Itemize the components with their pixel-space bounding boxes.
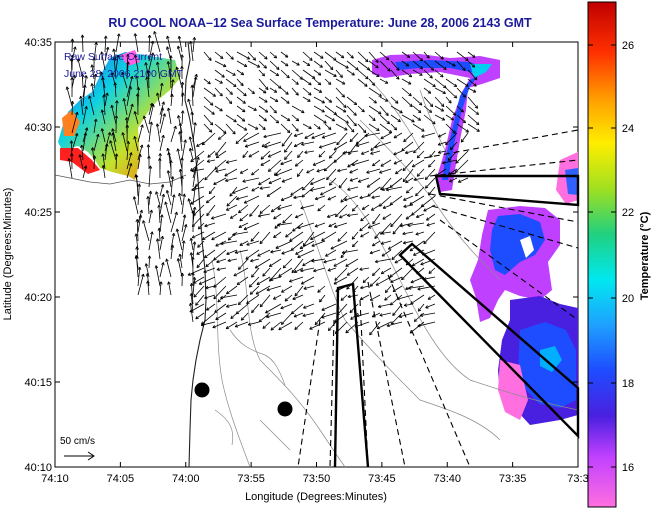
station-marker	[194, 382, 210, 398]
scale-label: 50 cm/s	[60, 436, 95, 447]
y-tick-label: 40:10	[24, 462, 52, 474]
x-tick-label: 73:45	[368, 473, 396, 485]
colorbar: 26 24 22 20 18 16 Temperature (°C)	[587, 1, 651, 508]
radar-footprint-polygons	[333, 174, 580, 468]
inset-label-current: Raw Surface Current	[64, 51, 162, 63]
x-tick-label: 73:40	[433, 473, 461, 485]
station-marker	[277, 401, 293, 417]
x-axis-label: Longitude (Degrees:Minutes)	[245, 491, 387, 503]
current-vector-field	[65, 31, 480, 336]
dashed-sector-lines	[297, 129, 579, 468]
y-axis-label: Latitude (Degrees:Minutes)	[2, 188, 14, 321]
x-tick-label: 73:3	[567, 473, 588, 485]
colorbar-tick-label: 26	[622, 40, 634, 52]
colorbar-tick-label: 16	[622, 462, 634, 474]
y-tick-label: 40:35	[24, 37, 52, 49]
y-tick-label: 40:15	[24, 377, 52, 389]
x-tick-label: 74:10	[41, 473, 69, 485]
colorbar-tick-label: 20	[622, 293, 634, 305]
colorbar-tick-label: 18	[622, 378, 634, 390]
y-tick-label: 40:30	[24, 122, 52, 134]
scale-arrow: 50 cm/s	[60, 436, 95, 461]
colorbar-tick-label: 24	[622, 123, 634, 135]
y-axis-ticks: 40:35 40:30 40:25 40:20 40:15 40:10	[24, 37, 578, 474]
bathymetry-contours	[211, 79, 579, 468]
x-tick-label: 73:50	[303, 473, 331, 485]
x-tick-label: 74:00	[172, 473, 200, 485]
sst-patch-west	[58, 50, 180, 180]
map-area: Raw Surface Current June 28, 2006 2100 G…	[54, 31, 580, 468]
inset-label-date: June 28, 2006 2100 GMT	[64, 68, 184, 80]
x-tick-label: 74:05	[107, 473, 135, 485]
y-tick-label: 40:20	[24, 292, 52, 304]
x-tick-label: 73:55	[237, 473, 265, 485]
sst-patch-east	[372, 54, 578, 425]
map-title: RU COOL NOAA–12 Sea Surface Temperature:…	[108, 16, 532, 30]
x-axis-ticks: 74:10 74:05 74:00 73:55 73:50 73:45 73:40 73:35…	[41, 42, 589, 485]
coastline	[184, 41, 207, 468]
x-tick-label: 73:35	[499, 473, 527, 485]
y-tick-label: 40:25	[24, 207, 52, 219]
colorbar-tick-label: 22	[622, 207, 634, 219]
colorbar-label: Temperature (°C)	[639, 211, 651, 300]
